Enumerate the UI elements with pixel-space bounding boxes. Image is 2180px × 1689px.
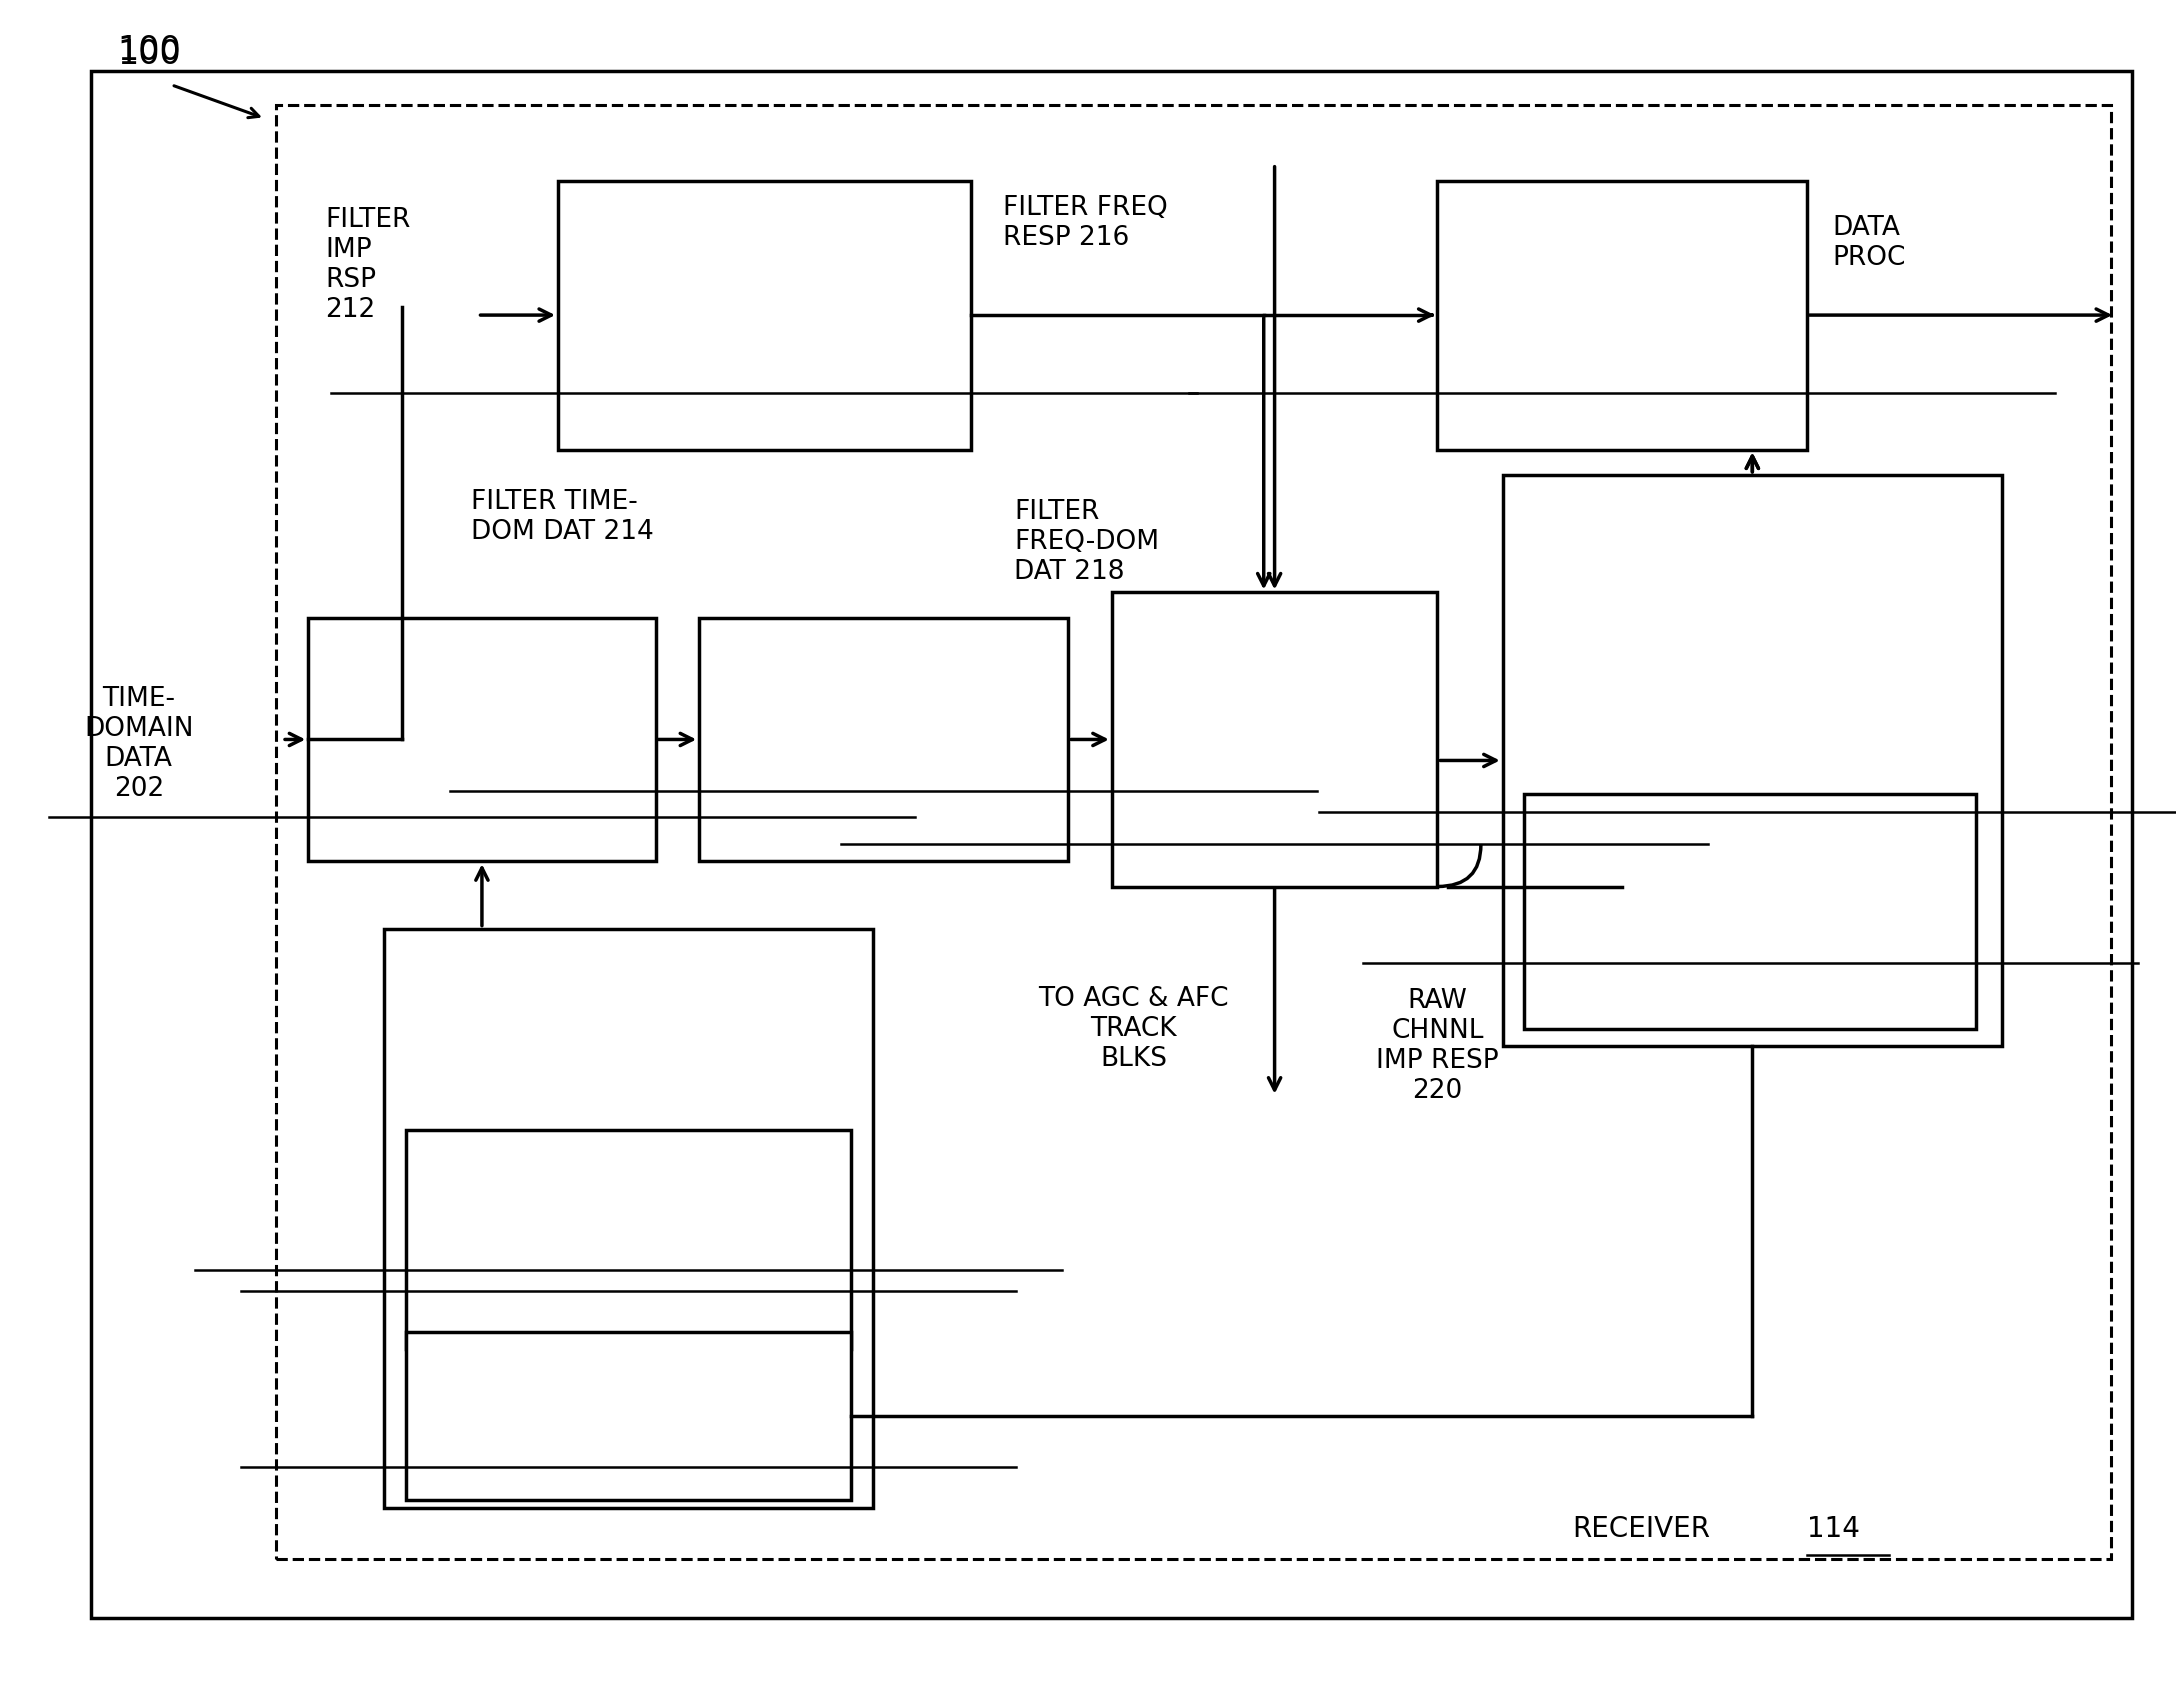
Text: FILTER: FILTER <box>1232 645 1317 672</box>
Bar <box>275 105 2110 1559</box>
Text: FILTER
IMP
RSP
212: FILTER IMP RSP 212 <box>325 206 412 323</box>
Text: FILTER FREQ: FILTER FREQ <box>682 248 846 274</box>
Text: COEF 222: COEF 222 <box>571 1255 687 1279</box>
Text: EST UNIT 110: EST UNIT 110 <box>1663 774 1842 801</box>
Text: REM UNIT: REM UNIT <box>1210 753 1339 779</box>
Bar <box>384 929 872 1508</box>
Text: 100: 100 <box>118 39 181 71</box>
Text: FILTER TAP: FILTER TAP <box>565 1377 693 1402</box>
Text: 208: 208 <box>1249 807 1299 833</box>
Text: RESP CALC: RESP CALC <box>691 302 837 328</box>
Bar <box>405 1130 850 1350</box>
Text: DLY 226: DLY 226 <box>580 1431 676 1454</box>
Text: 204: 204 <box>739 356 789 382</box>
Text: TIME-
DOMAIN
DATA
202: TIME- DOMAIN DATA 202 <box>85 686 194 802</box>
Bar <box>307 618 656 861</box>
Text: RAW
CHNNL
IMP RESP
220: RAW CHNNL IMP RESP 220 <box>1376 988 1500 1105</box>
Text: FILTER: FILTER <box>438 726 525 753</box>
Bar <box>405 1333 850 1500</box>
Text: FILTER: FILTER <box>591 1201 667 1225</box>
Text: FIRST PROC: FIRST PROC <box>807 699 961 726</box>
Text: FREQ: FREQ <box>1238 699 1310 726</box>
Text: FILTER FREQ
RESP 216: FILTER FREQ RESP 216 <box>1003 194 1168 250</box>
Text: CALC 210: CALC 210 <box>565 1233 693 1258</box>
Text: FILTER TIME-
DOM DAT 214: FILTER TIME- DOM DAT 214 <box>471 488 654 546</box>
Bar <box>700 618 1068 861</box>
Text: RECEIVER: RECEIVER <box>1572 1515 1709 1542</box>
Bar <box>1502 475 2001 1045</box>
Text: 114: 114 <box>1807 1515 1860 1542</box>
Bar <box>558 181 970 449</box>
Text: DEMOD: DEMOD <box>1572 302 1672 328</box>
Text: SPREAD 224: SPREAD 224 <box>1676 927 1825 951</box>
Text: DATA: DATA <box>1587 248 1657 274</box>
Text: CHANNEL: CHANNEL <box>1690 721 1816 747</box>
Text: CHNL DLY: CHNL DLY <box>1692 873 1807 897</box>
Bar <box>1437 181 1807 449</box>
Text: FILTER COEF: FILTER COEF <box>547 1179 711 1204</box>
Text: DATA
PROC: DATA PROC <box>1833 215 1905 270</box>
Bar <box>1524 794 1975 1029</box>
Text: SHORT: SHORT <box>436 672 528 699</box>
Text: 100: 100 <box>118 34 181 66</box>
Text: FILTER
FREQ-DOM
DAT 218: FILTER FREQ-DOM DAT 218 <box>1014 498 1160 584</box>
Text: TO AGC & AFC
TRACK
BLKS: TO AGC & AFC TRACK BLKS <box>1038 986 1230 1073</box>
Text: 108: 108 <box>458 780 508 806</box>
Text: UNIT 206: UNIT 206 <box>822 753 944 779</box>
Bar <box>1112 593 1437 887</box>
Text: UNIT 112: UNIT 112 <box>1561 356 1683 382</box>
